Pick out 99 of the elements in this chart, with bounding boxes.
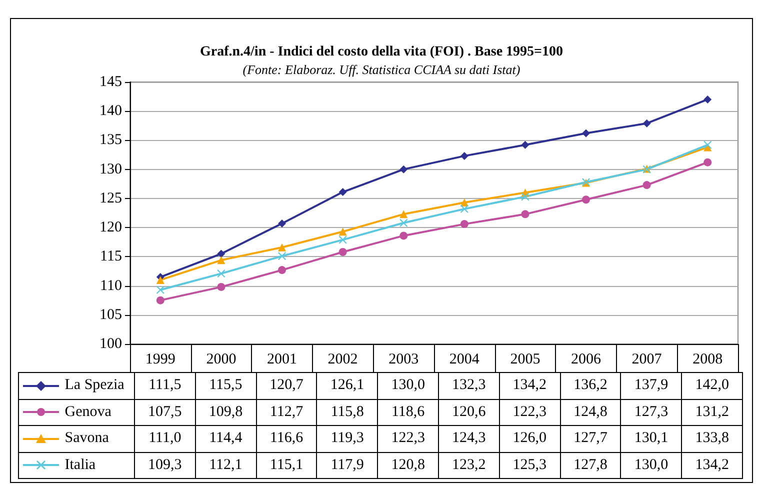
data-label: 116,6 bbox=[256, 426, 317, 452]
data-label: 111,0 bbox=[134, 426, 196, 452]
data-label: 119,3 bbox=[316, 426, 378, 452]
x-tick-label: 2003 bbox=[388, 352, 419, 368]
data-label: 130,1 bbox=[620, 426, 682, 452]
point bbox=[521, 140, 530, 149]
legend-label: Italia bbox=[18, 452, 134, 478]
data-label: 126,1 bbox=[316, 372, 378, 399]
data-label: 122,3 bbox=[499, 399, 560, 426]
chart-subtitle: (Fonte: Elaboraz. Uff. Statistica CCIAA su dati Istat) bbox=[242, 62, 520, 77]
y-tick-label: 105 bbox=[100, 306, 122, 323]
point bbox=[156, 286, 164, 294]
point bbox=[460, 204, 468, 213]
data-label: 133,8 bbox=[682, 426, 742, 452]
legend-label: Savona bbox=[18, 426, 134, 452]
data-label: 126,0 bbox=[499, 426, 560, 452]
point bbox=[278, 252, 286, 260]
point bbox=[338, 188, 347, 196]
point bbox=[217, 250, 226, 258]
x-tick-label: 2001 bbox=[267, 352, 297, 368]
y-tick-label: 145 bbox=[100, 74, 122, 90]
point bbox=[156, 296, 164, 304]
data-label: 115,8 bbox=[316, 399, 378, 426]
x-tick-label: 2002 bbox=[328, 352, 358, 368]
y-tick-label: 115 bbox=[100, 248, 122, 265]
y-tick-label: 140 bbox=[100, 103, 122, 120]
data-label: 127,7 bbox=[560, 426, 621, 452]
data-label: 112,1 bbox=[195, 452, 256, 478]
data-label: 130,0 bbox=[378, 372, 438, 399]
x-tick-label: 1999 bbox=[145, 352, 176, 368]
x-tick-label: 2000 bbox=[206, 352, 236, 368]
chart-title: Graf.n.4/in - Indici del costo della vita (FOI) . Base 1995=100 bbox=[200, 44, 564, 60]
data-label: 115,5 bbox=[195, 372, 256, 399]
data-label: 107,5 bbox=[134, 399, 196, 426]
point bbox=[460, 220, 468, 228]
point bbox=[338, 248, 347, 256]
data-label: 127,3 bbox=[620, 399, 682, 426]
point bbox=[217, 282, 226, 291]
point bbox=[338, 236, 347, 244]
data-label: 130,0 bbox=[620, 452, 682, 478]
data-label: 124,3 bbox=[438, 426, 500, 452]
point bbox=[460, 198, 468, 207]
x-tick-label: 2005 bbox=[510, 352, 540, 368]
data-label: 118,6 bbox=[378, 399, 438, 426]
data-label: 134,2 bbox=[499, 372, 560, 399]
y-tick-label: 120 bbox=[100, 220, 122, 236]
x-tick-label: 2007 bbox=[632, 352, 662, 368]
y-tick-label: 135 bbox=[100, 132, 122, 148]
x-tick-label: 2006 bbox=[571, 352, 602, 368]
legend-label: La Spezia bbox=[18, 372, 134, 399]
data-label: 123,2 bbox=[438, 452, 500, 478]
y-tick-label: 100 bbox=[100, 336, 122, 352]
point bbox=[278, 243, 286, 252]
data-label: 120,6 bbox=[438, 399, 500, 426]
data-label: 137,9 bbox=[620, 372, 682, 399]
data-label: 124,8 bbox=[560, 399, 621, 426]
point bbox=[278, 219, 286, 228]
data-label: 111,5 bbox=[134, 372, 196, 399]
y-tick-label: 130 bbox=[100, 161, 122, 178]
point bbox=[642, 119, 651, 128]
data-label: 125,3 bbox=[499, 452, 560, 478]
data-label: 134,2 bbox=[682, 452, 742, 478]
x-tick-label: 2008 bbox=[692, 352, 723, 368]
point bbox=[400, 218, 408, 227]
y-tick-label: 125 bbox=[100, 190, 122, 206]
point bbox=[582, 196, 590, 204]
point bbox=[521, 192, 530, 201]
data-label: 122,3 bbox=[378, 426, 438, 452]
point bbox=[338, 228, 347, 236]
data-label: 142,0 bbox=[682, 372, 742, 399]
data-label: 131,2 bbox=[682, 399, 742, 426]
x-tick-label: 2004 bbox=[449, 352, 480, 368]
point bbox=[217, 270, 226, 278]
data-label: 120,7 bbox=[256, 372, 317, 399]
point bbox=[582, 129, 590, 138]
point bbox=[400, 232, 408, 240]
point bbox=[704, 158, 712, 166]
data-label: 115,1 bbox=[256, 452, 317, 478]
data-label: 120,8 bbox=[378, 452, 438, 478]
point bbox=[704, 95, 712, 104]
data-label: 109,8 bbox=[195, 399, 256, 426]
data-label: 117,9 bbox=[316, 452, 378, 478]
y-tick-label: 110 bbox=[100, 278, 122, 294]
point bbox=[156, 276, 164, 284]
point bbox=[642, 181, 651, 190]
point bbox=[400, 210, 408, 218]
data-label: 127,8 bbox=[560, 452, 621, 478]
point bbox=[278, 266, 286, 274]
legend-label: Genova bbox=[18, 399, 134, 426]
point bbox=[217, 256, 226, 264]
data-label: 112,7 bbox=[256, 399, 317, 426]
data-label: 109,3 bbox=[134, 452, 196, 478]
point bbox=[460, 152, 468, 160]
data-label: 136,2 bbox=[560, 372, 621, 399]
point bbox=[521, 210, 530, 218]
point bbox=[704, 140, 712, 149]
point bbox=[400, 165, 408, 174]
data-label: 114,4 bbox=[195, 426, 256, 452]
data-label: 132,3 bbox=[438, 372, 500, 399]
